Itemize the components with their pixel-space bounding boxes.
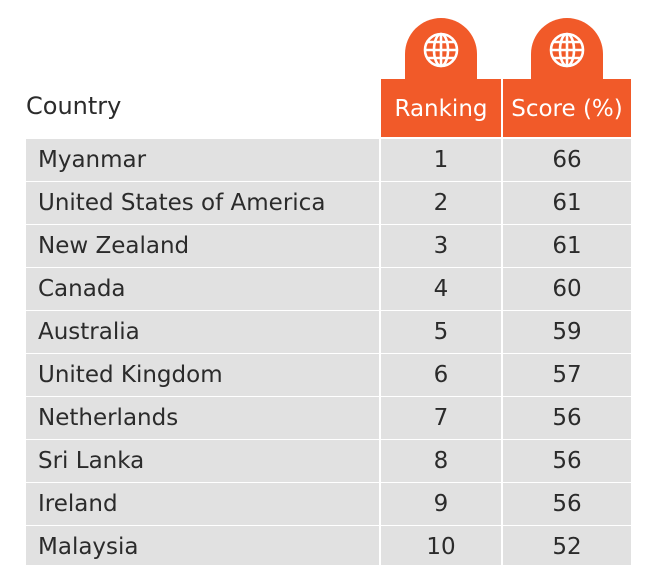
table-row: Ireland 9 56 (0, 483, 650, 525)
country-cell: United States of America (26, 182, 379, 224)
score-header-box (503, 79, 631, 137)
table-row: New Zealand 3 61 (0, 225, 650, 267)
country-cell: United Kingdom (26, 354, 379, 396)
score-cell: 52 (503, 526, 631, 565)
ranking-cell: 8 (381, 440, 501, 482)
ranking-cell: 9 (381, 483, 501, 525)
ranking-cell: 2 (381, 182, 501, 224)
score-cell: 66 (503, 139, 631, 181)
score-cell: 56 (503, 397, 631, 439)
score-cell: 60 (503, 268, 631, 310)
ranking-header-label: Ranking (394, 96, 488, 122)
ranking-cell: 5 (381, 311, 501, 353)
ranking-cell: 3 (381, 225, 501, 267)
table-row: United States of America 2 61 (0, 182, 650, 224)
country-cell: Myanmar (26, 139, 379, 181)
table-row: United Kingdom 6 57 (0, 354, 650, 396)
table-row: Australia 5 59 (0, 311, 650, 353)
score-cell: 57 (503, 354, 631, 396)
table-row: Netherlands 7 56 (0, 397, 650, 439)
score-cell: 59 (503, 311, 631, 353)
country-cell: Australia (26, 311, 379, 353)
globe-icon (549, 32, 585, 68)
ranking-cell: 7 (381, 397, 501, 439)
ranking-header-box (381, 79, 501, 137)
ranking-column-header: Ranking (381, 0, 501, 137)
ranking-cell: 4 (381, 268, 501, 310)
country-column-header: Country (26, 92, 122, 120)
score-cell: 61 (503, 225, 631, 267)
table-row: Malaysia 10 52 (0, 526, 650, 565)
ranking-cell: 10 (381, 526, 501, 565)
country-cell: Sri Lanka (26, 440, 379, 482)
score-cell: 56 (503, 440, 631, 482)
country-cell: Canada (26, 268, 379, 310)
ranking-cell: 6 (381, 354, 501, 396)
country-cell: Malaysia (26, 526, 379, 565)
score-cell: 56 (503, 483, 631, 525)
country-cell: New Zealand (26, 225, 379, 267)
score-cell: 61 (503, 182, 631, 224)
country-cell: Netherlands (26, 397, 379, 439)
table-row: Canada 4 60 (0, 268, 650, 310)
score-column-header: Score (%) (503, 0, 631, 137)
ranking-cell: 1 (381, 139, 501, 181)
table-row: Sri Lanka 8 56 (0, 440, 650, 482)
table-row: Myanmar 1 66 (0, 139, 650, 181)
country-cell: Ireland (26, 483, 379, 525)
score-header-label: Score (%) (511, 96, 623, 122)
globe-icon (423, 32, 459, 68)
